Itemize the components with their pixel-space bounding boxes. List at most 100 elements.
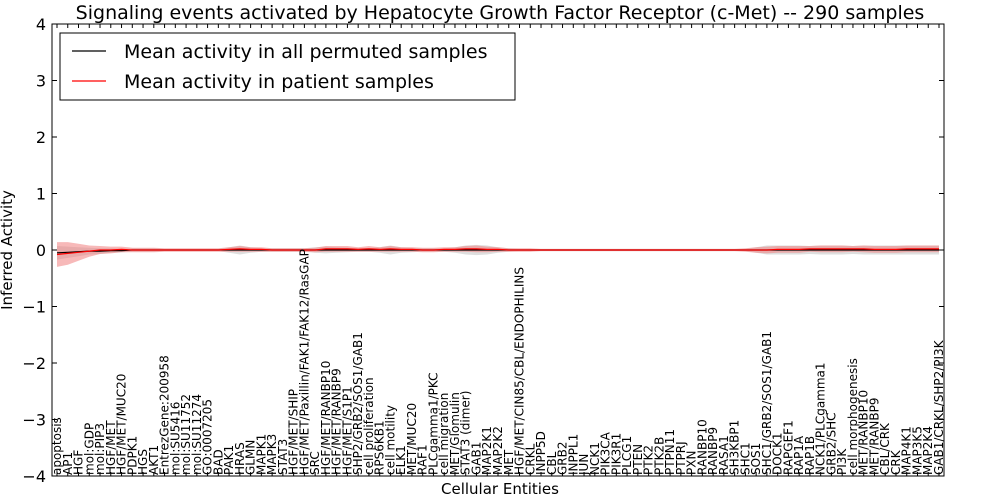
confidence-bands	[57, 242, 939, 267]
x-tick-label: RAPGEF1	[781, 420, 795, 475]
x-tick-label: INPP5D	[534, 431, 548, 475]
x-tick-label: PIK3CA	[599, 431, 613, 475]
x-tick-label: CBL	[545, 451, 559, 475]
x-tick-label: HGF/MET/RANBP9	[330, 368, 344, 475]
legend-box	[59, 32, 516, 101]
x-tick-label: HRAS	[233, 442, 247, 475]
x-tick-label: cell proliferation	[362, 377, 376, 475]
x-tick-label: PLCgamma1/PKC	[427, 372, 441, 475]
x-tick-label: MAPK3	[265, 434, 279, 475]
y-tick-label: −2	[22, 354, 46, 373]
x-tick-label: RPS6KB1	[373, 420, 387, 475]
x-tick-label: HGF/MET/S1P1	[340, 386, 354, 475]
x-tick-label: MET/Glomulin	[448, 392, 462, 475]
legend-label-patient: Mean activity in patient samples	[124, 71, 434, 93]
x-tick-label: MAP3K5	[911, 426, 925, 475]
y-tick-label: 1	[36, 185, 46, 204]
x-tick-label: HGF/MET/SHIP	[287, 389, 301, 475]
y-axis-label: Inferred Activity	[0, 190, 16, 310]
x-tick-label: PXN	[685, 451, 699, 475]
x-tick-label: MET/RANBP10	[857, 390, 871, 475]
x-axis-label: Cellular Entities	[441, 480, 559, 498]
y-tick-label: −1	[22, 298, 46, 317]
x-tick-label: SH3KBP1	[728, 420, 742, 475]
x-tick-label: MAP2K4	[921, 426, 935, 475]
x-tick-label: HGF/MET/Paxillin/FAK1/FAK12/RasGAP	[297, 249, 311, 475]
x-tick-label: BAD	[211, 449, 225, 475]
legend-label-permuted: Mean activity in all permuted samples	[124, 41, 487, 63]
x-tick-label: mol:PIP3	[93, 423, 107, 475]
x-tick-label: RASA1	[717, 435, 731, 475]
x-ticks: apoptosisAP1HGFmol:GDPmol:PIP3HGF/METHGF…	[50, 24, 946, 476]
x-tick-label: MET	[502, 449, 516, 475]
x-tick-label: PTK2B	[652, 437, 666, 475]
x-tick-label: mol:SU5416	[168, 402, 182, 475]
x-tick-label: GRB2	[556, 441, 570, 475]
legend: Mean activity in all permuted samples Me…	[59, 32, 516, 101]
x-tick-label: STAT3	[276, 439, 290, 475]
x-tick-label: SHC1/GRB2/SOS1/GAB1	[760, 331, 774, 475]
x-tick-label: CRKL	[523, 443, 537, 475]
x-tick-label: STAT3 (dimer)	[459, 391, 473, 475]
x-tick-label: MET/MUC20	[405, 403, 419, 475]
band-patient	[57, 242, 939, 267]
x-tick-label: mol:SU11752	[179, 394, 193, 475]
x-tick-label: HGF	[72, 450, 86, 475]
x-tick-label: HGF/MET/MUC20	[115, 374, 129, 475]
y-tick-label: 2	[36, 128, 46, 147]
x-tick-label: cell morphogenesis	[846, 358, 860, 475]
x-tick-label: HGF/MET	[104, 420, 118, 475]
x-tick-label: HGF/MET/CIN85/CBL/ENDOPHILINS	[513, 267, 527, 475]
x-tick-label: PTPN11	[663, 429, 677, 475]
x-tick-label: SRC	[308, 451, 322, 475]
x-tick-label: HGS	[136, 449, 150, 475]
x-tick-label: DOCK1	[771, 432, 785, 475]
x-tick-label: AKT1	[147, 445, 161, 475]
x-tick-label: PAK1	[222, 445, 236, 475]
y-tick-label: 4	[36, 15, 46, 34]
x-tick-label: PIK3R1	[609, 433, 623, 475]
x-tick-label: RANBP10	[695, 419, 709, 475]
x-tick-label: RAP1A	[792, 435, 806, 475]
x-tick-label: RAP1B	[803, 436, 817, 475]
x-tick-label: apoptosis	[50, 417, 64, 475]
x-tick-label: PI3K	[835, 448, 849, 475]
x-tick-label: PTPRJ	[674, 441, 688, 475]
x-tick-label: MAPK1	[254, 434, 268, 475]
x-tick-label: GLMN	[244, 440, 258, 475]
y-tick-label: 0	[36, 241, 46, 260]
x-tick-label: MAP4K1	[900, 426, 914, 475]
x-tick-label: HGF/MET/RANBP10	[319, 361, 333, 475]
x-tick-label: RANBP9	[706, 427, 720, 475]
x-tick-label: SHC1	[738, 442, 752, 475]
x-tick-label: ELK1	[394, 445, 408, 475]
x-tick-label: cell motility	[383, 405, 397, 475]
x-tick-label: INPPL1	[566, 434, 580, 475]
x-tick-label: SOS1	[749, 443, 763, 475]
x-tick-label: NCK1/PLCgamma1	[814, 362, 828, 475]
x-tick-label: AP1	[61, 452, 75, 475]
chart-title: Signaling events activated by Hepatocyte…	[76, 2, 925, 24]
y-tick-label: −3	[22, 411, 46, 430]
x-tick-label: PTEN	[631, 444, 645, 475]
x-tick-label: mol:GDP	[82, 423, 96, 475]
x-tick-label: RAF1	[416, 444, 430, 475]
x-tick-label: mol:SU11274	[190, 394, 204, 475]
x-tick-label: PDPK1	[125, 436, 139, 475]
x-tick-label: MAP2K2	[491, 426, 505, 475]
line-patient	[56, 248, 939, 256]
x-tick-label: GAB1/CRKL/SHP2/PI3K	[932, 339, 946, 475]
y-tick-label: −4	[22, 467, 46, 486]
x-tick-label: JUN	[577, 454, 591, 476]
x-tick-label: GAB1	[470, 442, 484, 475]
x-tick-label: PTK2	[642, 445, 656, 475]
x-tick-label: GRB2/SHC	[824, 412, 838, 475]
x-tick-label: NCK1	[588, 442, 602, 475]
x-tick-label: EntrezGene:200958	[158, 355, 172, 475]
x-tick-label: MET/RANBP9	[868, 398, 882, 475]
x-tick-label: CRK	[889, 449, 903, 475]
plot-frame	[51, 23, 945, 477]
x-tick-label: MAP2K1	[480, 426, 494, 475]
x-tick-label: CBL/CRK	[878, 422, 892, 475]
